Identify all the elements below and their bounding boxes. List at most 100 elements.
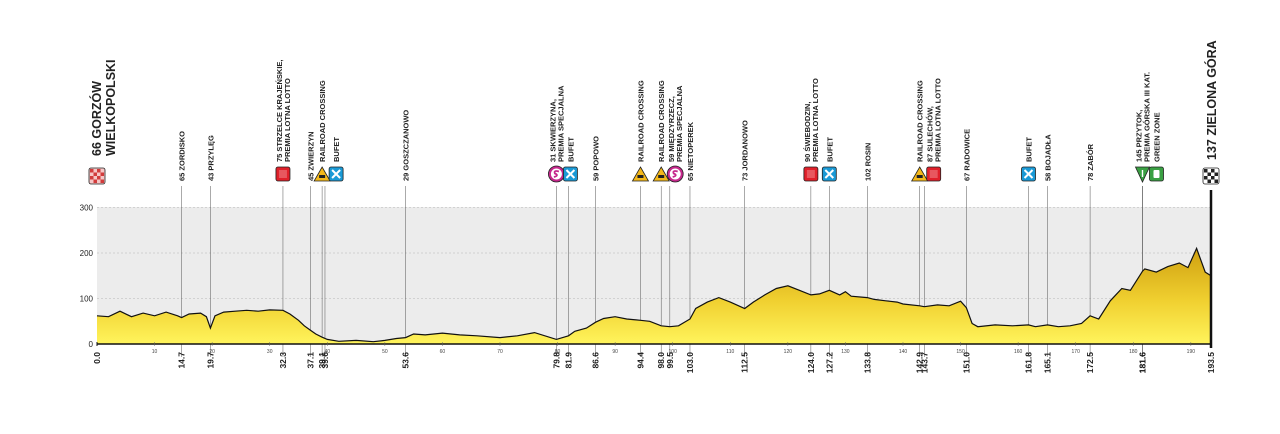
rail-train — [319, 175, 326, 178]
feed-icon-6 — [328, 166, 344, 182]
start-flag-icon-cell — [100, 179, 104, 183]
finish-flag-icon-cell — [1214, 179, 1218, 183]
y-tick-label-0: 0 — [89, 340, 94, 349]
point-label-17: BUFET — [825, 137, 834, 162]
feed-cross — [1023, 169, 1034, 179]
start-flag-icon — [88, 167, 106, 185]
rail-train — [658, 175, 665, 178]
x-tick-label-70: 70 — [497, 349, 503, 355]
point-label-11: RAILROAD CROSSING — [637, 80, 646, 162]
sprint-square — [275, 166, 291, 182]
rail-triangle — [313, 166, 331, 182]
rail-icon-12 — [652, 166, 670, 182]
point-label-line: 43 PRZYLĘG — [206, 135, 215, 181]
point-label-line: 45 ZWIERZYN — [307, 131, 316, 181]
feed-cross — [824, 169, 835, 179]
point-label-line: 31 SKWIERZYNA, — [548, 99, 557, 162]
start-flag-icon-cell — [93, 179, 97, 183]
finish-flag-icon-cell — [1214, 172, 1218, 176]
km-label-6: 39.6 — [320, 352, 330, 369]
point-label-line: 145 PRZYTOK, — [1135, 110, 1144, 162]
point-label-line: RAILROAD CROSSING — [637, 80, 646, 162]
point-label-line: RAILROAD CROSSING — [318, 80, 327, 162]
point-label-line: BUFET — [825, 137, 834, 162]
x-tick-label-80: 80 — [555, 349, 561, 355]
point-label-line: PREMIA SPECJALNA — [675, 85, 684, 162]
km-label-10: 86.6 — [591, 352, 601, 369]
point-label-15: 73 JORDANOWO — [741, 120, 750, 181]
km-label-4: 37.1 — [306, 352, 316, 369]
point-label-4: 45 ZWIERZYN — [307, 131, 316, 181]
special-icon-13 — [666, 165, 684, 183]
finish-flag-icon-cell — [1211, 169, 1215, 173]
x-tick-label-60: 60 — [440, 349, 446, 355]
x-tick-label-190: 190 — [1187, 349, 1196, 355]
rail-triangle — [631, 166, 650, 182]
point-label-line: PREMIA LOTNA LOTTO — [283, 78, 292, 162]
x-tick-label-30: 30 — [267, 349, 273, 355]
km-label-18: 133.8 — [862, 352, 872, 374]
km-label-12: 98.0 — [656, 352, 666, 369]
km-label-16: 124.0 — [806, 352, 816, 374]
x-tick-label-10: 10 — [152, 349, 158, 355]
point-label-8: 31 SKWIERZYNA,PREMIA SPECJALNA — [548, 85, 565, 162]
point-label-line: PREMIA LOTNA LOTTO — [811, 78, 820, 162]
start-flag-icon-cell — [90, 169, 94, 173]
point-label-12: RAILROAD CROSSING — [657, 80, 666, 162]
feed-icon-17 — [821, 166, 837, 182]
point-label-19: RAILROAD CROSSING — [916, 80, 925, 162]
start-flag-icon-cell — [90, 176, 94, 180]
x-tick-label-40: 40 — [325, 349, 331, 355]
point-label-7: 29 GOSZCZANOWO — [402, 110, 411, 181]
km-label-2: 19.7 — [205, 352, 215, 369]
point-label-16: 90 ŚWIEBODZIN,PREMIA LOTNA LOTTO — [803, 78, 820, 162]
sprint-icon-20 — [926, 166, 942, 182]
rail-icon-19 — [911, 166, 929, 182]
sprint-square — [803, 166, 819, 182]
y-tick-label-300: 300 — [80, 204, 94, 213]
point-label-10: 59 POPOWO — [592, 136, 601, 181]
start-flag-icon-cell — [93, 172, 97, 176]
point-label-9: BUFET — [566, 137, 575, 162]
km-label-1: 14.7 — [177, 352, 187, 369]
point-label-line: 59 POPOWO — [592, 136, 601, 181]
point-label-line: RAILROAD CROSSING — [916, 80, 925, 162]
point-label-line: BUFET — [1025, 137, 1034, 162]
point-label-6: BUFET — [332, 137, 341, 162]
point-label-line: 67 RADOWICE — [962, 129, 971, 181]
km-label-13: 99.5 — [665, 352, 675, 369]
point-label-line: BUFET — [566, 137, 575, 162]
rail-triangle — [911, 166, 929, 182]
point-label-line: PREMIA SPECJALNA — [556, 85, 565, 162]
sprint-inner — [278, 170, 287, 178]
point-label-line: 90 ŚWIEBODZIN, — [803, 102, 812, 162]
rail-icon-5 — [313, 166, 331, 182]
x-tick-label-90: 90 — [612, 349, 618, 355]
point-label-line: 29 GOSZCZANOWO — [402, 110, 411, 181]
km-label-27: 193.5 — [1206, 352, 1216, 374]
rail-icon-11 — [631, 166, 650, 182]
feed-icon-22 — [1021, 166, 1036, 182]
point-label-line: RAILROAD CROSSING — [657, 80, 666, 162]
x-tick-label-110: 110 — [726, 349, 734, 355]
sprint-icon-16 — [803, 166, 819, 182]
km-label-11: 94.4 — [636, 352, 646, 369]
km-label-23: 165.1 — [1043, 352, 1053, 374]
point-label-line: GREEN ZONE — [1153, 112, 1162, 162]
x-tick-label-170: 170 — [1072, 349, 1081, 355]
green-bin — [1153, 170, 1160, 178]
km-label-3: 32.3 — [278, 352, 288, 369]
y-tick-label-100: 100 — [80, 295, 94, 304]
point-label-26: GREEN ZONE — [1153, 112, 1162, 162]
x-tick-label-180: 180 — [1129, 349, 1138, 355]
point-label-21: 67 RADOWICE — [962, 129, 971, 181]
sprint-icon-3 — [275, 166, 291, 182]
special-s — [672, 170, 678, 178]
start-flag-icon-cell — [100, 172, 104, 176]
km-label-15: 112.5 — [740, 352, 750, 373]
point-label-1: 65 ZORDISKO — [178, 131, 187, 181]
rail-train — [916, 175, 923, 178]
start-label: 66 GORZÓWWIELKOPOLSKI — [89, 59, 118, 156]
km-label-5: 39.1 — [317, 352, 327, 369]
